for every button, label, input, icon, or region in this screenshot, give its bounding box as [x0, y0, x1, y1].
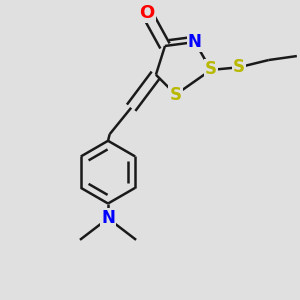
- Text: O: O: [139, 4, 154, 22]
- Text: N: N: [188, 33, 202, 51]
- Text: S: S: [170, 85, 182, 103]
- Text: N: N: [101, 209, 115, 227]
- Text: S: S: [233, 58, 245, 76]
- Text: S: S: [205, 60, 217, 78]
